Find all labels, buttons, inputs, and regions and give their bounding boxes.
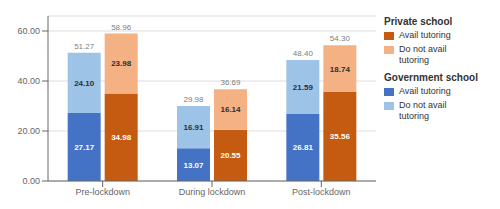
html-text:Private school: Private school [384,16,453,27]
svg-text:20.00: 20.00 [17,126,40,136]
svg-text:23.98: 23.98 [111,59,132,68]
svg-text:20.55: 20.55 [220,151,241,160]
html-text:Do not avail tutoring: Do not avail tutoring [399,44,447,65]
svg-text:58.96: 58.96 [111,23,132,32]
svg-text:40.00: 40.00 [17,76,40,86]
svg-text:16.14: 16.14 [220,105,241,114]
svg-text:54.30: 54.30 [330,34,351,43]
svg-text:29.98: 29.98 [183,95,204,104]
svg-text:26.81: 26.81 [293,143,314,152]
svg-text:Pre-lockdown: Pre-lockdown [75,187,130,197]
html-text:Avail tutoring: Avail tutoring [399,86,451,96]
svg-text:24.10: 24.10 [74,79,95,88]
svg-text:Post-lockdown: Post-lockdown [292,187,351,197]
svg-text:0.00: 0.00 [22,176,40,186]
html-text:Do not avail tutoring: Do not avail tutoring [399,100,447,121]
svg-text:36.69: 36.69 [220,78,241,87]
svg-text:60.00: 60.00 [17,26,40,36]
svg-text:16.91: 16.91 [183,123,204,132]
svg-text:21.59: 21.59 [293,83,314,92]
svg-text:During lockdown: During lockdown [179,187,246,197]
svg-text:13.07: 13.07 [183,161,204,170]
svg-text:34.98: 34.98 [111,133,132,142]
svg-text:27.17: 27.17 [74,143,95,152]
html-text:Avail tutoring: Avail tutoring [399,30,451,40]
html-text:Government school: Government school [384,72,478,83]
svg-text:18.74: 18.74 [330,65,351,74]
svg-text:48.40: 48.40 [293,49,314,58]
svg-text:51.27: 51.27 [74,42,95,51]
svg-text:35.56: 35.56 [330,132,351,141]
